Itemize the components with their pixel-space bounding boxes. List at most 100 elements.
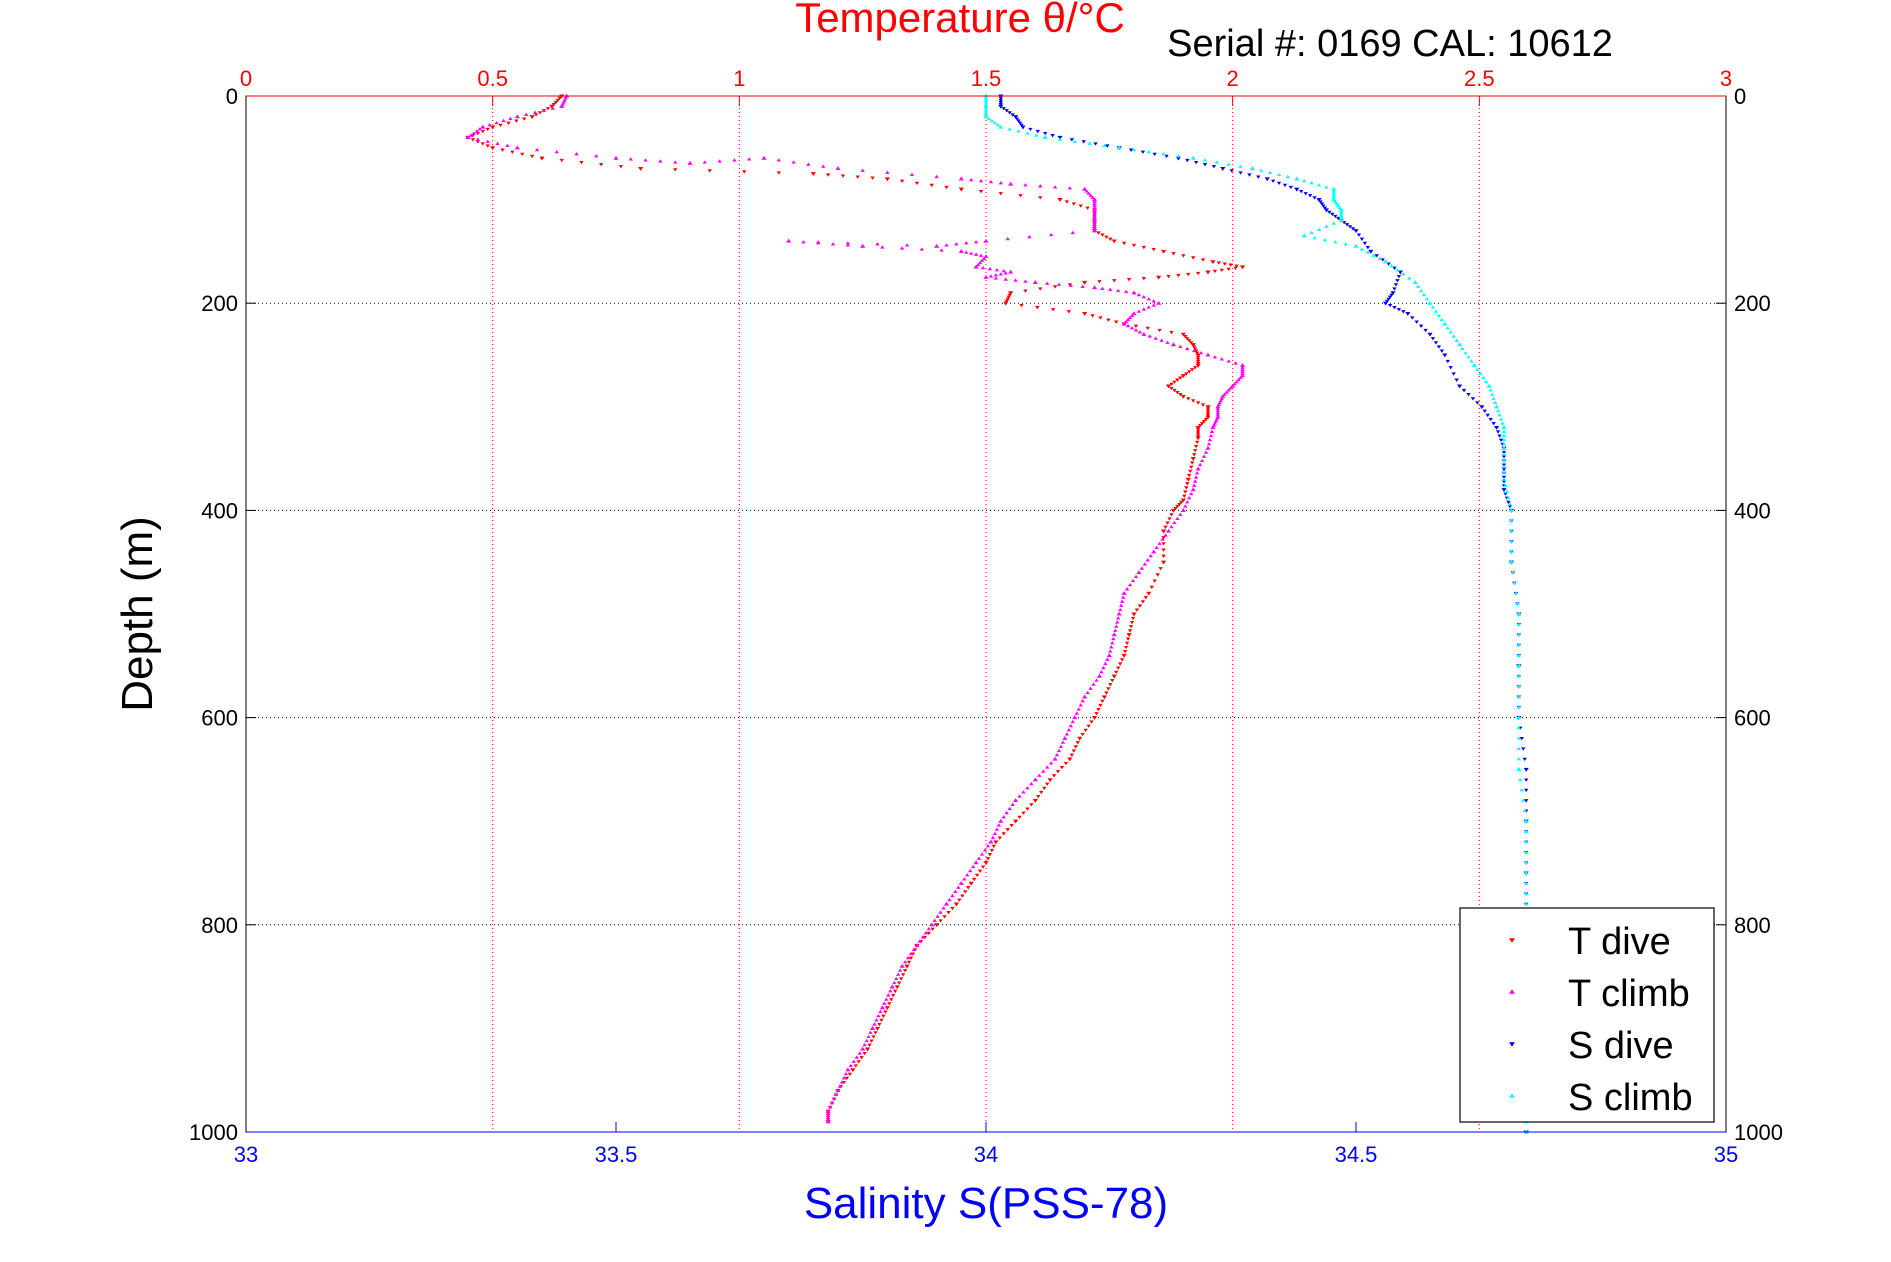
data-point bbox=[1331, 221, 1336, 225]
data-point bbox=[1333, 214, 1338, 219]
data-point bbox=[1484, 379, 1489, 384]
data-point bbox=[1175, 378, 1180, 382]
data-point bbox=[658, 159, 663, 163]
data-point bbox=[1374, 254, 1379, 258]
data-point bbox=[971, 877, 977, 882]
data-point bbox=[1316, 227, 1322, 231]
data-point bbox=[1146, 591, 1152, 596]
data-point bbox=[747, 157, 752, 161]
data-point bbox=[1104, 691, 1109, 695]
data-point bbox=[950, 906, 955, 911]
data-point bbox=[1307, 194, 1313, 198]
data-point bbox=[1131, 290, 1137, 295]
data-point bbox=[1064, 200, 1070, 204]
data-point bbox=[1157, 328, 1162, 333]
data-point bbox=[1096, 231, 1101, 235]
data-point bbox=[1118, 603, 1124, 608]
data-point bbox=[1516, 632, 1521, 637]
data-point bbox=[930, 927, 935, 931]
data-point bbox=[1178, 393, 1183, 397]
data-point bbox=[806, 162, 811, 166]
data-point bbox=[628, 157, 633, 161]
data-point bbox=[1339, 214, 1344, 218]
data-point bbox=[1516, 684, 1521, 688]
data-point bbox=[1247, 173, 1252, 177]
data-point bbox=[1224, 390, 1229, 394]
data-point bbox=[1302, 178, 1307, 183]
data-point bbox=[1008, 291, 1014, 296]
data-point bbox=[1111, 632, 1117, 637]
data-point bbox=[1199, 422, 1205, 426]
data-point bbox=[1101, 695, 1107, 700]
data-point bbox=[825, 1119, 831, 1124]
data-point bbox=[1454, 378, 1459, 382]
data-point bbox=[549, 104, 555, 109]
data-point bbox=[1108, 683, 1113, 687]
data-point bbox=[514, 114, 520, 119]
data-point bbox=[974, 873, 980, 878]
data-point bbox=[1156, 275, 1162, 280]
data-point bbox=[998, 104, 1004, 109]
data-point bbox=[1508, 559, 1514, 564]
data-point bbox=[495, 141, 500, 145]
data-point bbox=[876, 1013, 881, 1018]
data-point bbox=[1219, 268, 1225, 273]
data-point bbox=[895, 972, 901, 976]
data-point bbox=[1343, 242, 1348, 246]
data-point bbox=[953, 889, 958, 893]
data-point bbox=[866, 1034, 871, 1039]
data-point bbox=[1516, 705, 1521, 709]
data-point bbox=[1256, 175, 1261, 179]
legend: T dive T climb S dive S climb bbox=[1459, 907, 1715, 1123]
data-point bbox=[1187, 339, 1192, 343]
data-point bbox=[825, 1117, 831, 1121]
data-point bbox=[891, 993, 896, 998]
data-point bbox=[1043, 131, 1048, 136]
data-point bbox=[1331, 195, 1336, 199]
data-point bbox=[1115, 620, 1120, 624]
data-point bbox=[965, 873, 970, 877]
data-point bbox=[1023, 279, 1028, 283]
data-point bbox=[929, 922, 935, 927]
data-point bbox=[1080, 732, 1085, 737]
data-point bbox=[1195, 428, 1201, 432]
data-point bbox=[1445, 359, 1450, 364]
data-point bbox=[1190, 155, 1196, 160]
data-point bbox=[944, 243, 949, 247]
data-point bbox=[485, 139, 490, 143]
data-point bbox=[498, 123, 503, 127]
data-point bbox=[618, 165, 624, 169]
data-point bbox=[791, 160, 796, 164]
data-point bbox=[717, 159, 722, 163]
data-point bbox=[1516, 694, 1521, 699]
data-point bbox=[1500, 421, 1505, 425]
data-point bbox=[998, 124, 1004, 129]
data-point bbox=[522, 117, 527, 121]
data-point bbox=[594, 154, 599, 158]
data-point bbox=[1359, 247, 1365, 251]
legend-marker bbox=[1509, 989, 1515, 994]
data-point bbox=[1442, 353, 1448, 358]
data-point bbox=[1387, 295, 1393, 299]
data-point bbox=[1163, 533, 1168, 537]
legend-box bbox=[1459, 907, 1715, 1123]
data-point bbox=[537, 111, 543, 115]
data-point bbox=[825, 1108, 831, 1113]
data-point bbox=[1057, 198, 1063, 202]
data-point bbox=[643, 158, 648, 162]
data-point bbox=[1047, 778, 1053, 783]
data-point bbox=[1169, 382, 1174, 386]
x-bottom-tick-label: 34 bbox=[974, 1142, 998, 1167]
legend-marker bbox=[1509, 938, 1515, 943]
data-point bbox=[1032, 798, 1038, 803]
data-point bbox=[870, 176, 875, 180]
data-point bbox=[1220, 166, 1226, 171]
data-point bbox=[1129, 326, 1135, 330]
data-point bbox=[1189, 341, 1194, 345]
data-point bbox=[1027, 234, 1032, 239]
data-point bbox=[1239, 373, 1246, 378]
data-point bbox=[1042, 786, 1047, 791]
data-point bbox=[1457, 342, 1463, 347]
data-point bbox=[1194, 440, 1200, 445]
data-point bbox=[1044, 765, 1050, 769]
